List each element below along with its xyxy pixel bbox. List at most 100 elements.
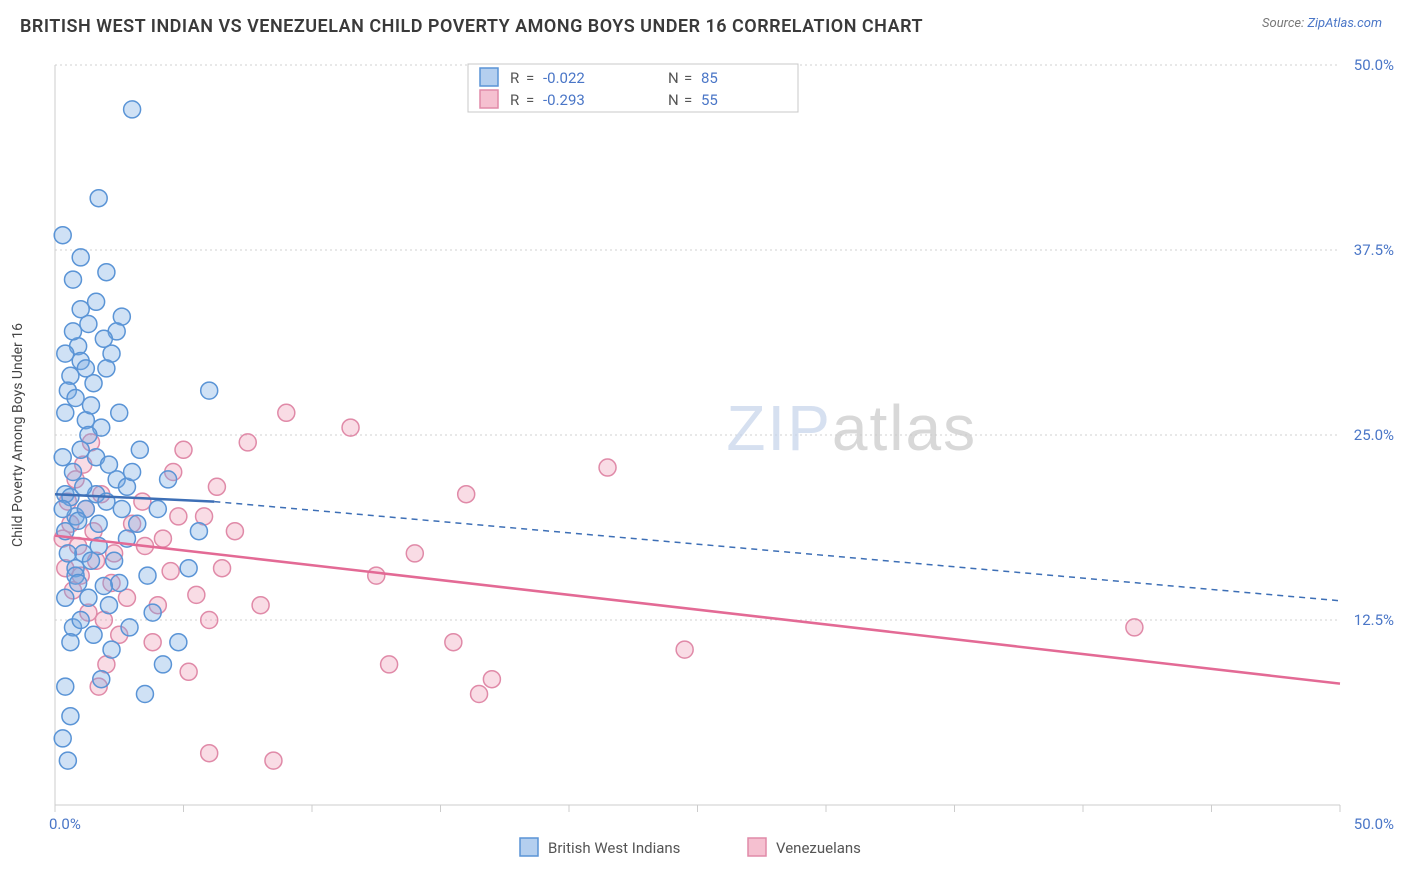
data-point-blue xyxy=(95,577,112,594)
data-point-blue xyxy=(64,271,81,288)
data-point-blue xyxy=(93,671,110,688)
data-point-pink xyxy=(458,486,475,503)
data-point-blue xyxy=(136,686,153,703)
swatch-pink xyxy=(480,90,498,108)
stat-r-label: R xyxy=(510,91,519,109)
data-point-pink xyxy=(214,560,231,577)
data-point-blue xyxy=(95,330,112,347)
data-point-blue xyxy=(111,404,128,421)
y-tick-label: 50.0% xyxy=(1354,56,1394,74)
data-point-pink xyxy=(342,419,359,436)
data-point-pink xyxy=(265,752,282,769)
data-point-pink xyxy=(201,745,218,762)
data-point-blue xyxy=(100,456,117,473)
legend-swatch-blue xyxy=(520,838,538,856)
data-point-blue xyxy=(90,190,107,207)
data-point-pink xyxy=(154,530,171,547)
data-point-blue xyxy=(59,545,76,562)
data-point-blue xyxy=(72,612,89,629)
y-tick-label: 37.5% xyxy=(1354,241,1394,259)
data-point-pink xyxy=(676,641,693,658)
data-point-blue xyxy=(88,293,105,310)
data-point-blue xyxy=(57,678,74,695)
data-point-blue xyxy=(57,404,74,421)
legend-label-blue: British West Indians xyxy=(548,839,680,857)
data-point-blue xyxy=(90,515,107,532)
data-point-pink xyxy=(144,634,161,651)
data-point-blue xyxy=(70,512,87,529)
data-point-blue xyxy=(75,478,92,495)
data-point-pink xyxy=(134,493,151,510)
stat-r-value: -0.022 xyxy=(543,69,585,87)
data-point-blue xyxy=(54,449,71,466)
data-point-pink xyxy=(170,508,187,525)
data-point-pink xyxy=(252,597,269,614)
swatch-blue xyxy=(480,68,498,86)
data-point-blue xyxy=(54,730,71,747)
y-axis-label: Child Poverty Among Boys Under 16 xyxy=(10,323,26,547)
data-point-pink xyxy=(278,404,295,421)
data-point-blue xyxy=(160,471,177,488)
legend-label-pink: Venezuelans xyxy=(776,839,861,857)
chart-title: BRITISH WEST INDIAN VS VENEZUELAN CHILD … xyxy=(20,16,923,37)
data-point-blue xyxy=(67,390,84,407)
data-point-pink xyxy=(599,459,616,476)
source-link[interactable]: ZipAtlas.com xyxy=(1307,16,1382,31)
x-tick-label: 0.0% xyxy=(49,815,81,833)
y-tick-label: 12.5% xyxy=(1354,611,1394,629)
data-point-blue xyxy=(57,345,74,362)
data-point-blue xyxy=(62,634,79,651)
source-attribution: Source: ZipAtlas.com xyxy=(1262,16,1382,31)
data-point-blue xyxy=(139,567,156,584)
data-point-blue xyxy=(80,427,97,444)
stat-n-value: 55 xyxy=(701,91,718,109)
data-point-blue xyxy=(106,552,123,569)
stat-eq: = xyxy=(526,69,534,87)
stat-eq: = xyxy=(684,69,692,87)
data-point-blue xyxy=(62,708,79,725)
y-tick-label: 25.0% xyxy=(1354,426,1394,444)
chart-container: 12.5%25.0%37.5%50.0%ZIPatlas0.0%50.0%Chi… xyxy=(0,50,1406,892)
trendline-pink xyxy=(55,536,1340,684)
data-point-pink xyxy=(208,478,225,495)
data-point-blue xyxy=(64,464,81,481)
data-point-pink xyxy=(175,441,192,458)
data-point-blue xyxy=(154,656,171,673)
data-point-blue xyxy=(100,597,117,614)
data-point-pink xyxy=(483,671,500,688)
data-point-blue xyxy=(124,464,141,481)
data-point-pink xyxy=(471,686,488,703)
data-point-blue xyxy=(64,323,81,340)
data-point-blue xyxy=(121,619,138,636)
stat-n-label: N xyxy=(668,91,679,109)
data-point-pink xyxy=(162,563,179,580)
data-point-blue xyxy=(124,101,141,118)
data-point-blue xyxy=(113,501,130,518)
data-point-blue xyxy=(98,264,115,281)
stat-n-label: N xyxy=(668,69,679,87)
data-point-blue xyxy=(129,515,146,532)
x-tick-label: 50.0% xyxy=(1354,815,1394,833)
data-point-blue xyxy=(131,441,148,458)
data-point-blue xyxy=(190,523,207,540)
data-point-blue xyxy=(77,360,94,377)
data-point-pink xyxy=(1126,619,1143,636)
legend-swatch-pink xyxy=(748,838,766,856)
data-point-blue xyxy=(85,626,102,643)
data-point-pink xyxy=(201,612,218,629)
data-point-blue xyxy=(80,589,97,606)
data-point-blue xyxy=(111,575,128,592)
stat-n-value: 85 xyxy=(701,69,718,87)
data-point-pink xyxy=(239,434,256,451)
data-point-blue xyxy=(57,589,74,606)
data-point-blue xyxy=(82,397,99,414)
data-point-pink xyxy=(180,663,197,680)
data-point-blue xyxy=(72,301,89,318)
stat-r-value: -0.293 xyxy=(543,91,585,109)
data-point-pink xyxy=(188,586,205,603)
data-point-blue xyxy=(98,360,115,377)
stat-eq: = xyxy=(526,91,534,109)
data-point-pink xyxy=(226,523,243,540)
data-point-blue xyxy=(54,227,71,244)
data-point-blue xyxy=(180,560,197,577)
